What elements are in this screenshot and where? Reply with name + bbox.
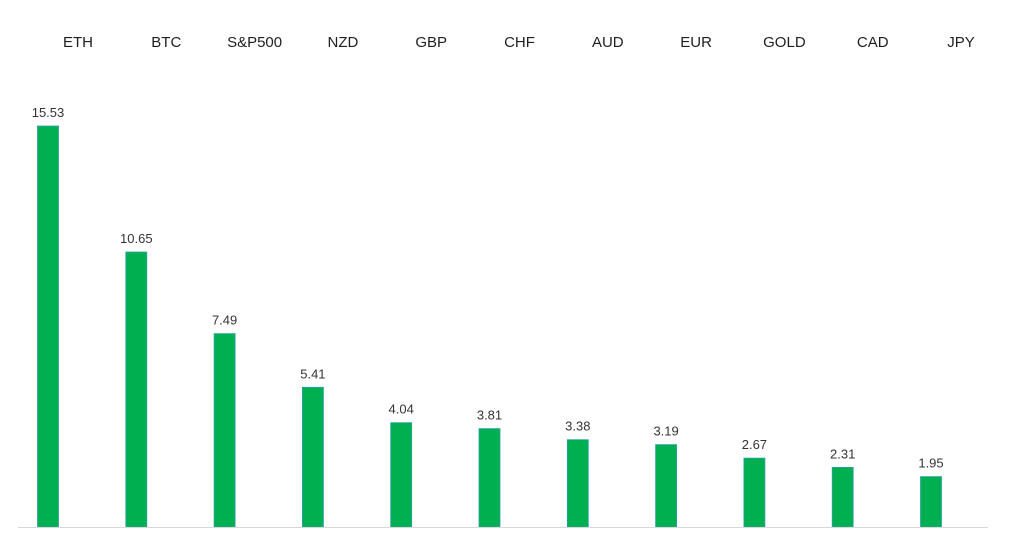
- category-label-s-and-p500: S&P500: [227, 34, 282, 51]
- value-label-chf: 3.81: [477, 408, 502, 423]
- bar-chf: [478, 428, 501, 528]
- bar-eth: [37, 125, 59, 528]
- category-label-gold: GOLD: [763, 34, 806, 51]
- bar-btc: [125, 251, 148, 528]
- bar-eur: [655, 444, 677, 528]
- bars: [37, 125, 942, 528]
- category-label-eth: ETH: [63, 34, 93, 51]
- category-label-btc: BTC: [151, 34, 181, 51]
- category-label-jpy: JPY: [947, 34, 975, 51]
- value-label-gold: 2.67: [742, 437, 767, 452]
- category-label-cad: CAD: [857, 34, 889, 51]
- bar-jpy: [920, 476, 942, 528]
- category-label-chf: CHF: [504, 34, 535, 51]
- category-label-gbp: GBP: [415, 34, 447, 51]
- category-label-aud: AUD: [592, 34, 624, 51]
- bar-nzd: [301, 386, 324, 528]
- value-label-cad: 2.31: [830, 446, 855, 461]
- value-label-s-and-p500: 7.49: [212, 313, 237, 328]
- bar-gold: [743, 457, 766, 528]
- bar-aud: [566, 439, 589, 528]
- value-label-btc: 10.65: [120, 231, 153, 246]
- bar-gbp: [390, 422, 413, 528]
- bar-cad: [831, 466, 854, 528]
- value-label-nzd: 5.41: [300, 366, 325, 381]
- category-labels: ETH BTC S&P500 NZD GBP CHF AUD EUR GOLD CAD JPY: [63, 34, 975, 51]
- value-label-aud: 3.38: [565, 419, 590, 434]
- value-labels: 15.53 10.65 7.49 5.41 4.04 3.81 3.38 3.19 2.67 2.…: [32, 105, 944, 471]
- category-label-eur: EUR: [680, 34, 712, 51]
- value-label-eth: 15.53: [32, 105, 65, 120]
- bar-s-and-p500: [213, 333, 236, 528]
- value-label-gbp: 4.04: [389, 402, 414, 417]
- value-label-eur: 3.19: [653, 424, 678, 439]
- category-label-nzd: NZD: [327, 34, 358, 51]
- value-label-jpy: 1.95: [918, 456, 943, 471]
